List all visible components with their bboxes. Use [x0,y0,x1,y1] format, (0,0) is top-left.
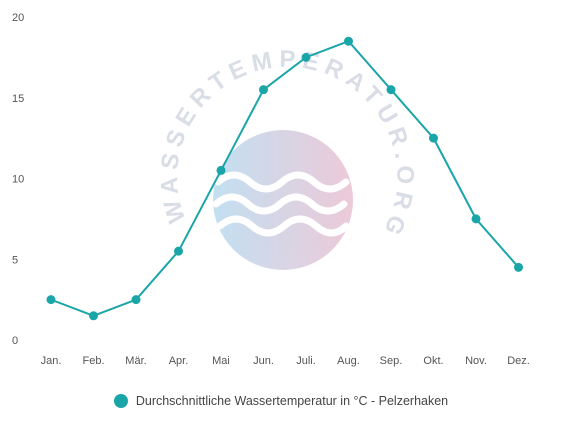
y-tick-label: 5 [12,254,18,266]
y-tick-label: 10 [12,174,24,186]
data-point[interactable] [471,214,481,224]
data-point[interactable] [386,85,396,95]
series-line [50,40,520,317]
x-tick-label: Aug. [337,355,360,367]
legend: Durchschnittliche Wassertemperatur in °C… [0,394,562,408]
data-point[interactable] [216,165,226,175]
x-tick-label: Mai [212,355,230,367]
data-points [46,36,523,321]
x-tick-label: Okt. [423,355,443,367]
x-tick-label: Apr. [169,355,189,367]
data-point[interactable] [259,85,268,95]
legend-label: Durchschnittliche Wassertemperatur in °C… [135,394,449,408]
data-point[interactable] [174,246,183,256]
y-tick-label: 20 [12,12,24,24]
x-axis: Jan. Feb. Mär. Apr. Mai Jun. Juli. Aug. Sep. Okt.… [41,355,530,367]
y-tick-label: 0 [12,335,18,347]
data-point[interactable] [46,295,56,305]
x-tick-label: Sep. [380,355,403,367]
x-tick-label: Feb. [82,355,104,367]
data-point[interactable] [131,295,141,305]
y-axis: 20 15 10 5 0 [12,12,24,347]
data-point[interactable] [301,52,311,62]
data-point[interactable] [89,311,98,321]
x-tick-label: Jan. [41,355,62,367]
legend-marker [113,394,128,408]
x-tick-label: Jun. [253,355,274,367]
data-point[interactable] [514,262,523,272]
data-point[interactable] [344,36,353,46]
data-point[interactable] [429,133,438,143]
x-tick-label: Juli. [296,355,316,367]
watermark-logo: WASSERTEMPERATUR.ORG [156,46,412,270]
x-tick-label: Nov. [465,355,487,367]
y-tick-label: 15 [12,93,24,105]
x-tick-label: Dez. [507,355,530,367]
x-tick-label: Mär. [125,355,146,367]
